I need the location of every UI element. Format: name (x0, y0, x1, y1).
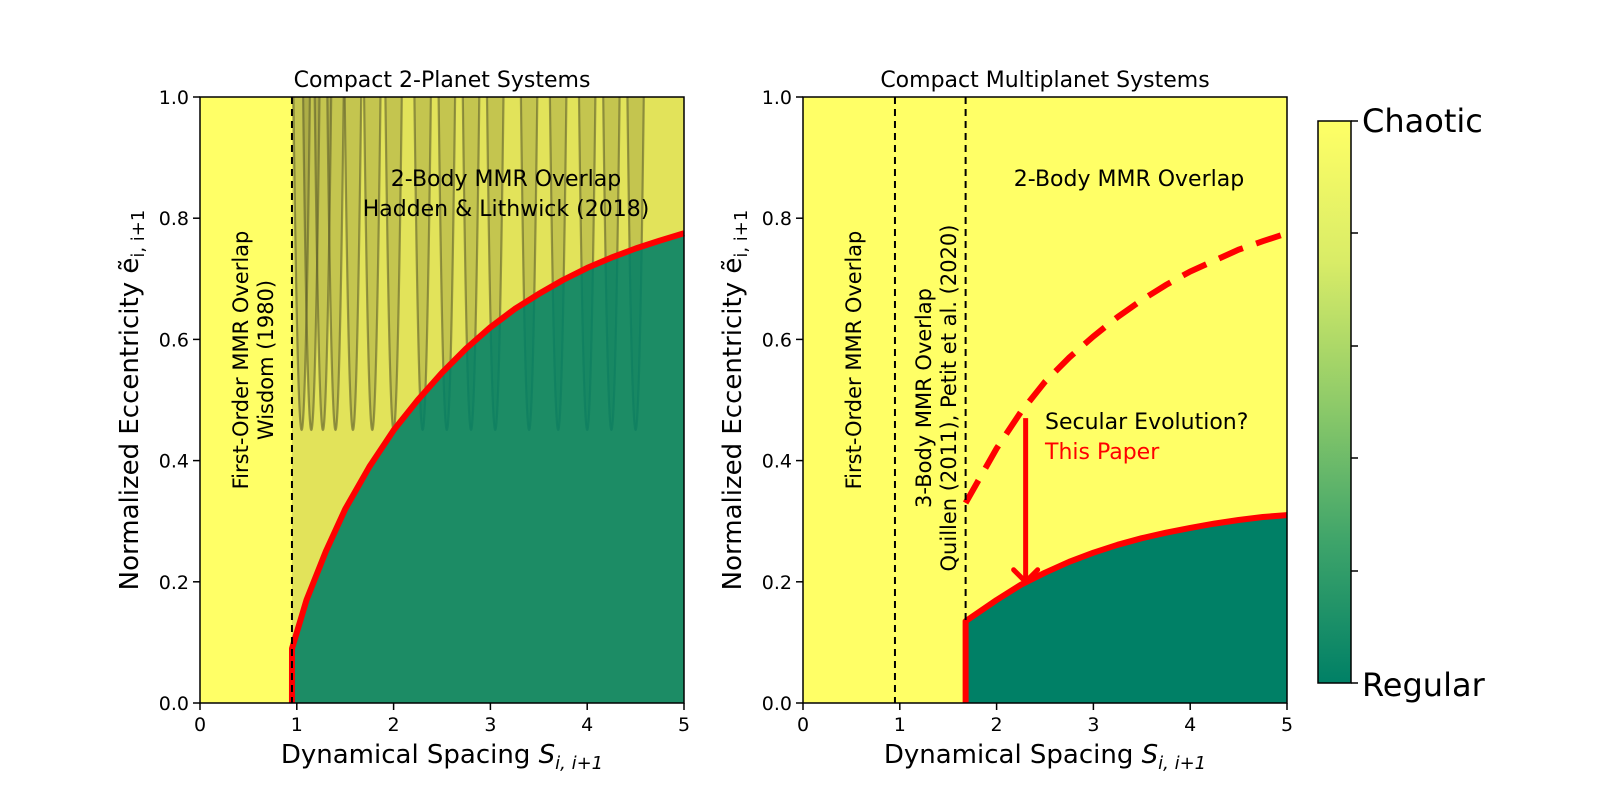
vline-label-quillen-petit: Quillen (2011), Petit et al. (2020) (937, 225, 961, 572)
x-tick-label: 4 (581, 714, 593, 736)
x-axis-label: Dynamical Spacing Si, i+1 (884, 740, 1206, 774)
x-tick-label: 2 (991, 714, 1003, 736)
colorbar-label-regular: Regular (1362, 666, 1486, 704)
region-label-2body: 2-Body MMR Overlap (391, 167, 621, 192)
vline-label-wisdom: Wisdom (1980) (254, 280, 278, 440)
x-axis-ticks: 0 1 2 3 4 5 (797, 703, 1293, 736)
plot-frame (802, 96, 1288, 704)
x-axis-label: Dynamical Spacing Si, i+1 (281, 740, 603, 774)
chart-title: Compact 2-Planet Systems (294, 68, 591, 93)
y-axis-label: Normalized Eccentricity ẽi, i+1 (115, 210, 149, 591)
x-tick-label: 0 (194, 714, 206, 736)
dashed-boundary-curve (962, 230, 1288, 505)
x-tick-label: 5 (1281, 714, 1293, 736)
y-axis-ticks: 0.0 0.2 0.4 0.6 0.8 1.0 (159, 87, 200, 715)
y-tick-label: 0.2 (159, 572, 189, 594)
regular-region (291, 233, 684, 703)
y-tick-label: 0.0 (762, 693, 792, 715)
y-axis-ticks: 0.0 0.2 0.4 0.6 0.8 1.0 (762, 87, 803, 715)
colorbar-gradient (1317, 120, 1352, 684)
y-tick-label: 1.0 (159, 87, 189, 109)
x-tick-label: 5 (678, 714, 690, 736)
x-axis-ticks: 0 1 2 3 4 5 (194, 703, 690, 736)
colorbar-label-chaotic: Chaotic (1362, 102, 1483, 140)
chart-title: Compact Multiplanet Systems (880, 68, 1209, 93)
vline-label-first-order: First-Order MMR Overlap (842, 231, 866, 490)
arrow-head (1011, 567, 1041, 585)
stability-boundary-curve (962, 512, 1288, 704)
x-tick-label: 0 (797, 714, 809, 736)
y-tick-label: 0.0 (159, 693, 189, 715)
colorbar-ticks (1351, 120, 1358, 684)
left-panel: 0 1 2 3 4 5 0.0 0.2 0.4 0.6 0.8 1.0 Compact 2-Plan… (115, 68, 690, 774)
vline-label-3body: 3-Body MMR Overlap (912, 288, 936, 508)
annotation-secular-evolution: Secular Evolution? (1045, 410, 1248, 435)
vline-label-first-order: First-Order MMR Overlap (229, 231, 253, 490)
x-tick-label: 4 (1184, 714, 1196, 736)
plot-frame (199, 96, 685, 704)
y-tick-label: 1.0 (762, 87, 792, 109)
mmr-resonance-5 (343, 97, 363, 432)
y-tick-label: 0.8 (762, 208, 792, 230)
mmr-resonance-4 (326, 97, 345, 432)
mmr-resonance-6 (363, 97, 382, 432)
y-tick-label: 0.4 (159, 451, 189, 473)
y-tick-label: 0.6 (159, 329, 189, 351)
stability-boundary-curve (288, 230, 685, 704)
regular-region (965, 515, 1287, 703)
y-tick-label: 0.2 (762, 572, 792, 594)
x-tick-label: 3 (1087, 714, 1099, 736)
mmr-resonance-1 (292, 97, 311, 432)
right-panel: 0 1 2 3 4 5 0.0 0.2 0.4 0.6 0.8 1.0 Compact Multip… (718, 68, 1293, 774)
y-tick-label: 0.4 (762, 451, 792, 473)
x-tick-label: 3 (484, 714, 496, 736)
x-tick-label: 1 (894, 714, 906, 736)
y-axis-label: Normalized Eccentricity ẽi, i+1 (718, 210, 752, 591)
region-label-hadden: Hadden & Lithwick (2018) (363, 197, 650, 222)
y-tick-label: 0.6 (762, 329, 792, 351)
colorbar: Chaotic Regular (1317, 102, 1486, 704)
annotation-this-paper: This Paper (1044, 440, 1160, 465)
x-tick-label: 1 (291, 714, 303, 736)
x-tick-label: 2 (388, 714, 400, 736)
y-tick-label: 0.8 (159, 208, 189, 230)
region-label-2body: 2-Body MMR Overlap (1014, 167, 1244, 192)
